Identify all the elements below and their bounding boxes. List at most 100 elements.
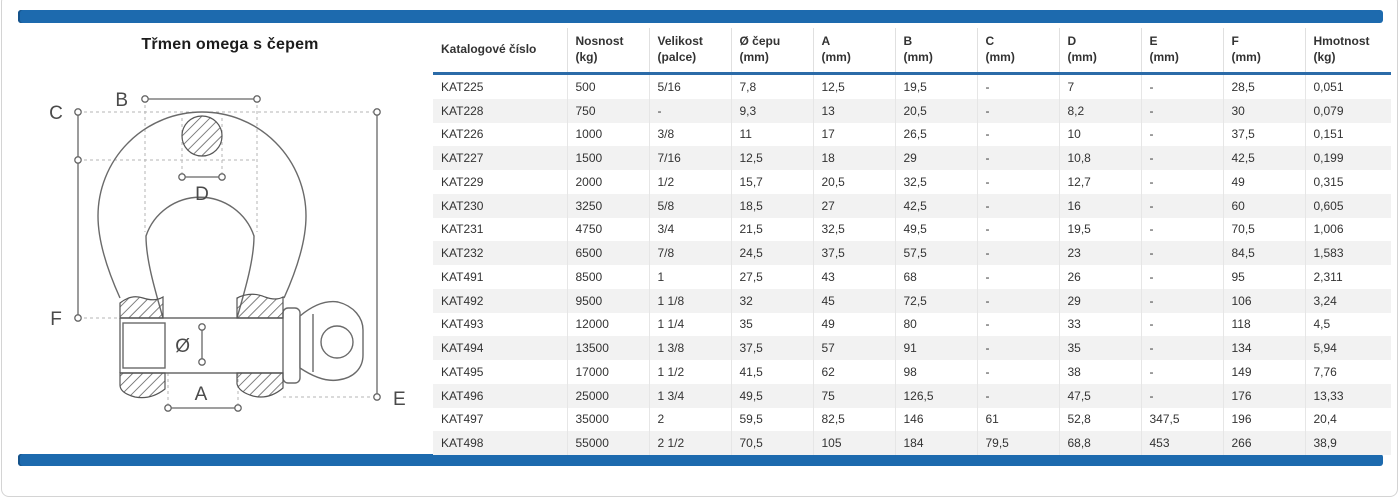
dimension-labels: B C D F Ø A E xyxy=(49,90,406,410)
table-cell: - xyxy=(1141,241,1224,265)
table-cell: 19,5 xyxy=(1059,217,1142,242)
table-cell: 7/8 xyxy=(649,241,732,265)
hatched-sections xyxy=(119,115,284,399)
bottom-accent-bar xyxy=(18,454,1383,466)
table-cell: KAT494 xyxy=(433,336,568,360)
table-cell: - xyxy=(977,288,1060,313)
table-cell: 1 1/4 xyxy=(649,312,732,337)
table-cell: - xyxy=(1141,170,1224,194)
table-cell: 5/16 xyxy=(649,73,732,99)
table-cell: 10 xyxy=(1059,122,1142,147)
table-cell: KAT492 xyxy=(433,288,568,313)
column-header-7: D (mm) xyxy=(1059,28,1142,74)
table-cell: - xyxy=(1141,217,1224,242)
table-cell: 13,33 xyxy=(1313,388,1344,403)
table-cell: 0,079 xyxy=(1313,103,1344,118)
table-cell: 32,5 xyxy=(895,170,978,194)
table-cell: 82,5 xyxy=(813,407,896,432)
table-row: KAT226 1000 3/8 11 17 26,5-10-37,5 0,151 xyxy=(433,122,1391,147)
table-cell: KAT495 xyxy=(433,360,568,384)
table-row: KAT231 4750 3/4 21,5 32,5 49,5-19,5-70,5 1,006 xyxy=(433,217,1391,242)
table-cell: 27 xyxy=(813,193,896,218)
table-cell: 49 xyxy=(1223,170,1306,194)
table-cell: 20,5 xyxy=(895,98,978,123)
column-header-9: F (mm) xyxy=(1223,28,1306,74)
table-cell: - xyxy=(977,312,1060,337)
table-row: KAT496 25000 1 3/4 49,5 75 126,5-47,5-176 13,3… xyxy=(433,383,1391,408)
table-cell: - xyxy=(977,336,1060,360)
table-cell: 23 xyxy=(1059,241,1142,265)
table-cell: 7 xyxy=(1059,73,1142,99)
table-cell: - xyxy=(977,170,1060,194)
table-cell: 26,5 xyxy=(895,122,978,147)
shackle-diagram: B C D F Ø A E xyxy=(49,90,406,412)
table-cell: 18,5 xyxy=(731,193,814,218)
table-cell: 68,8 xyxy=(1059,431,1142,455)
table-cell: 8500 xyxy=(567,265,650,289)
table-cell: 1 1/8 xyxy=(649,288,732,313)
table-cell: 12000 xyxy=(567,312,650,337)
table-cell: 30 xyxy=(1223,98,1306,123)
table-cell: 146 xyxy=(895,407,978,432)
table-cell: 61 xyxy=(977,407,1060,432)
table-cell: 1 3/4 xyxy=(649,383,732,408)
table-cell: 72,5 xyxy=(895,288,978,313)
dim-label-b: B xyxy=(115,90,128,111)
table-cell: 17 xyxy=(813,122,896,147)
table-cell: - xyxy=(1141,360,1224,384)
table-cell: - xyxy=(1141,146,1224,170)
table-row: KAT230 3250 5/8 18,5 27 42,5-16-60 0,605 xyxy=(433,193,1391,218)
table-cell: 0,199 xyxy=(1313,151,1344,166)
table-cell: - xyxy=(977,122,1060,147)
column-header-2: Velikost (palce) xyxy=(649,28,732,74)
table-cell: 106 xyxy=(1223,288,1306,313)
table-cell: 45 xyxy=(813,288,896,313)
table-cell: - xyxy=(1141,98,1224,123)
table-cell: 13 xyxy=(813,98,896,123)
table-cell: 25000 xyxy=(567,383,650,408)
table-cell: - xyxy=(977,73,1060,99)
table-cell: 3/4 xyxy=(649,217,732,242)
table-cell: 3250 xyxy=(567,193,650,218)
table-cell: 9500 xyxy=(567,288,650,313)
table-cell: 500 xyxy=(567,73,650,99)
table-cell: 26 xyxy=(1059,265,1142,289)
table-cell: 3/8 xyxy=(649,122,732,147)
dim-label-a: A xyxy=(195,384,208,405)
table-cell: KAT230 xyxy=(433,193,568,218)
table-cell: 134 xyxy=(1223,336,1306,360)
dim-label-e: E xyxy=(393,389,406,410)
table-cell: 49,5 xyxy=(731,383,814,408)
column-header-10: Hmotnost (kg) xyxy=(1305,28,1391,74)
table-cell: 70,5 xyxy=(731,431,814,455)
spec-table-container: Katalogové číslo Nosnost (kg) Velikost (palc… xyxy=(433,28,1391,455)
table-cell: 13500 xyxy=(567,336,650,360)
table-cell: KAT227 xyxy=(433,146,568,170)
table-cell: 43 xyxy=(813,265,896,289)
table-cell: 12,7 xyxy=(1059,170,1142,194)
table-cell: 52,8 xyxy=(1059,407,1142,432)
table-cell: - xyxy=(1141,122,1224,147)
table-cell: 126,5 xyxy=(895,383,978,408)
table-cell: - xyxy=(977,360,1060,384)
table-cell: 37,5 xyxy=(731,336,814,360)
table-cell: 105 xyxy=(813,431,896,455)
table-cell: 20,5 xyxy=(813,170,896,194)
table-cell: - xyxy=(977,217,1060,242)
table-cell: 5/8 xyxy=(649,193,732,218)
table-cell: 1,006 xyxy=(1313,222,1344,237)
table-cell: 0,315 xyxy=(1313,174,1344,189)
table-cell: 32 xyxy=(731,288,814,313)
table-cell: 59,5 xyxy=(731,407,814,432)
table-cell: 18 xyxy=(813,146,896,170)
table-cell: 35000 xyxy=(567,407,650,432)
table-cell: 80 xyxy=(895,312,978,337)
table-cell: 28,5 xyxy=(1223,73,1306,99)
table-cell: KAT228 xyxy=(433,98,568,123)
dim-label-diameter: Ø xyxy=(175,336,190,357)
table-cell: 2 1/2 xyxy=(649,431,732,455)
table-cell: - xyxy=(1141,193,1224,218)
table-row: KAT229 2000 1/2 15,7 20,5 32,5-12,7-49 0,315 xyxy=(433,170,1391,194)
dim-label-c: C xyxy=(49,103,63,124)
column-header-3: Ø čepu (mm) xyxy=(731,28,814,74)
